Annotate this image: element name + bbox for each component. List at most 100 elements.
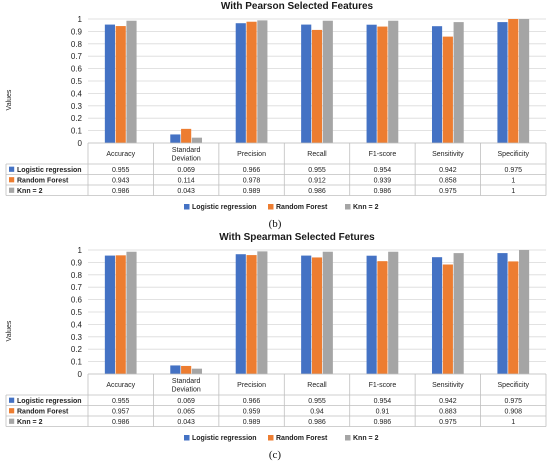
chart-pearson: With Pearson Selected Features 0 0.1 0.2 0.3… [0,0,550,232]
spearman-bar-knn [257,251,268,374]
spearman-bar-rf [311,257,323,374]
spearman-x-tick-label: F1-score [369,382,397,389]
pearson-bar-logistic [301,24,312,143]
pearson-legend-key-logistic [9,166,15,172]
spearman-bar-rf [442,264,453,374]
spearman-series-name: Logistic regression [17,398,82,405]
pearson-caption: (b) [269,218,282,230]
pearson-data-label: 0.975 [505,167,523,174]
pearson-legend-key-knn [9,187,15,193]
pearson-x-tick-label: Standard Deviation [172,147,201,163]
spearman-data-label: 0.069 [177,398,195,405]
spearman-bar-rf [115,255,126,374]
pearson-y-tick-label: 0.9 [71,27,83,36]
spearman-data-label: 0.955 [112,398,130,405]
pearson-data-label: 0.858 [439,177,457,184]
pearson-bar-rf [115,26,126,143]
spearman-series-name: Knn = 2 [17,419,43,426]
spearman-legend-key-logistic [9,397,15,403]
spearman-bar-logistic [366,255,377,374]
spearman-data-label: 0.986 [112,419,130,426]
spearman-y-tick-label: 0.6 [71,296,83,305]
spearman-data-label: 0.883 [439,408,457,415]
pearson-bar-rf [311,29,323,143]
spearman-bar-rf [508,261,519,374]
pearson-data-label: 0.986 [374,188,392,195]
pearson-x-tick-label: F1-score [369,151,397,158]
spearman-x-tick-label: Recall [307,382,327,389]
pearson-data-label: 0.043 [177,188,195,195]
spearman-y-tick-label: 0.3 [71,333,83,342]
spearman-y-tick-label: 0.5 [71,308,83,317]
pearson-legend-swatch-knn [345,204,351,210]
spearman-bar-rf [246,255,257,374]
spearman-bar-logistic [497,253,508,374]
spearman-y-tick-label: 0.7 [71,283,83,292]
pearson-data-label: 0.986 [308,188,326,195]
spearman-y-tick-label: 0.9 [71,258,83,267]
pearson-data-label: 0.954 [374,167,392,174]
chart-spearman: With Spearman Selected Fetures 0 0.1 0.2 0.3… [0,231,550,467]
spearman-legend-key-rf [9,408,15,414]
spearman-y-tick-label: 0.1 [71,358,83,367]
spearman-legend-label: Knn = 2 [353,435,379,442]
pearson-y-tick-label: 0.2 [71,114,83,123]
pearson-bar-rf [377,26,388,144]
spearman-series-name: Random Forest [17,408,69,415]
pearson-y-tick-label: 0.5 [71,77,83,86]
spearman-data-label: 0.065 [177,408,195,415]
spearman-data-label: 0.94 [310,408,324,415]
pearson-chart-title: With Pearson Selected Features [221,1,374,12]
pearson-y-tick-label: 0.3 [71,102,83,111]
pearson-data-label: 0.939 [374,177,392,184]
spearman-bar-logistic [170,365,181,374]
spearman-legend-label: Random Forest [276,435,328,442]
pearson-bar-logistic [104,24,115,143]
pearson-bar-logistic [235,23,246,143]
pearson-bar-knn [322,20,333,143]
pearson-bar-rf [508,19,519,143]
pearson-legend-label: Random Forest [276,204,328,211]
spearman-data-label: 0.959 [243,408,261,415]
spearman-bar-knn [322,251,333,374]
spearman-chart-title: With Spearman Selected Fetures [219,232,375,243]
spearman-bar-knn [126,251,137,374]
pearson-y-axis-label: Values [6,89,13,110]
pearson-series-name: Logistic regression [17,167,82,174]
spearman-data-label: 0.975 [439,419,457,426]
pearson-x-tick-label: Specificity [498,151,530,158]
chart-pearson-svg: With Pearson Selected Features 0 0.1 0.2 0.3… [5,1,547,230]
spearman-bar-knn [191,368,203,374]
pearson-bar-logistic [366,24,377,143]
pearson-series-name: Knn = 2 [17,188,43,195]
spearman-data-label: 0.957 [112,408,130,415]
pearson-bar-logistic [497,22,508,144]
pearson-legend-label: Logistic regression [192,204,257,211]
pearson-y-tick-label: 0.6 [71,65,83,74]
pearson-data-label: 0.114 [178,177,195,184]
spearman-data-label: 0.908 [505,408,523,415]
pearson-x-tick-label: Precision [237,151,266,158]
pearson-y-tick-label: 0.4 [71,89,83,98]
pearson-data-label: 0.989 [243,188,261,195]
pearson-bar-rf [246,21,257,144]
spearman-bar-logistic [301,255,312,374]
pearson-bar-rf [181,128,192,143]
spearman-bar-knn [453,253,464,374]
spearman-data-label: 0.986 [308,419,326,426]
spearman-x-tick-label: Specificity [498,382,530,389]
spearman-legend-label: Logistic regression [192,435,257,442]
pearson-bar-knn [257,20,268,144]
spearman-bar-logistic [235,254,246,374]
pearson-bar-knn [126,20,137,143]
pearson-x-tick-label: Recall [307,151,327,158]
spearman-bar-logistic [104,255,115,374]
pearson-y-tick-label: 0 [78,139,83,148]
pearson-legend-label: Knn = 2 [353,204,379,211]
spearman-data-label: 0.91 [376,408,390,415]
spearman-y-tick-label: 1 [78,246,83,255]
pearson-data-label: 0.943 [112,177,130,184]
spearman-bar-knn [519,250,530,374]
spearman-bar-knn [388,251,399,374]
spearman-data-label: 0.955 [308,398,326,405]
